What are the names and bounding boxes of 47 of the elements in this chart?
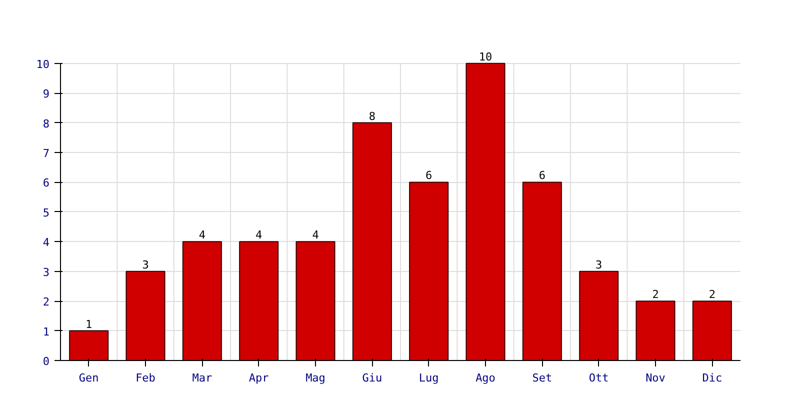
bar (126, 270, 166, 360)
bar (466, 62, 506, 360)
data-label: 10 (478, 50, 492, 64)
bar (522, 182, 562, 360)
x-tick-label: Ott (588, 372, 609, 384)
x-tick-label: Apr (248, 372, 270, 384)
data-label: 4 (312, 228, 320, 242)
x-tick-label: Mar (192, 372, 212, 384)
x-tick-label: Giu (362, 372, 382, 384)
data-label: 2 (708, 288, 716, 302)
y-tick-label: 10 (36, 58, 50, 71)
x-tick-label: Lug (418, 372, 439, 384)
data-label: 8 (368, 110, 376, 123)
y-tick-label: 6 (42, 176, 50, 190)
data-label: 3 (142, 258, 149, 272)
data-label: 3 (596, 258, 602, 272)
bar (409, 182, 449, 360)
y-tick-label: 0 (42, 355, 50, 368)
x-tick-label: Gen (78, 372, 99, 384)
bar (296, 241, 336, 360)
x-tick-label: Set (532, 372, 552, 384)
bar (692, 300, 732, 360)
y-tick-label: 2 (42, 296, 50, 309)
y-tick-label: 9 (42, 88, 50, 101)
data-label: 4 (198, 228, 206, 242)
x-tick-label: Mag (306, 372, 326, 384)
y-tick-label: 8 (42, 117, 50, 130)
bar (579, 270, 619, 360)
y-tick-label: 3 (42, 266, 50, 279)
y-tick-label: 7 (42, 146, 50, 160)
x-tick-label: Dic (702, 372, 722, 384)
data-label: 1 (86, 318, 92, 331)
data-label: 6 (538, 169, 546, 182)
bar (182, 241, 222, 360)
y-tick-label: 4 (42, 236, 50, 250)
data-label: 2 (652, 288, 659, 302)
data-label: 4 (256, 228, 263, 242)
bar (69, 330, 109, 360)
x-tick-label: Nov (646, 372, 666, 384)
bar (636, 300, 676, 360)
x-tick-label: Feb (136, 372, 156, 384)
x-tick-label: Ago (476, 372, 496, 384)
data-label: 6 (426, 169, 432, 182)
y-tick-label: 5 (42, 206, 50, 220)
bar (239, 241, 279, 360)
y-tick-label: 1 (42, 325, 50, 338)
bar (352, 122, 392, 360)
